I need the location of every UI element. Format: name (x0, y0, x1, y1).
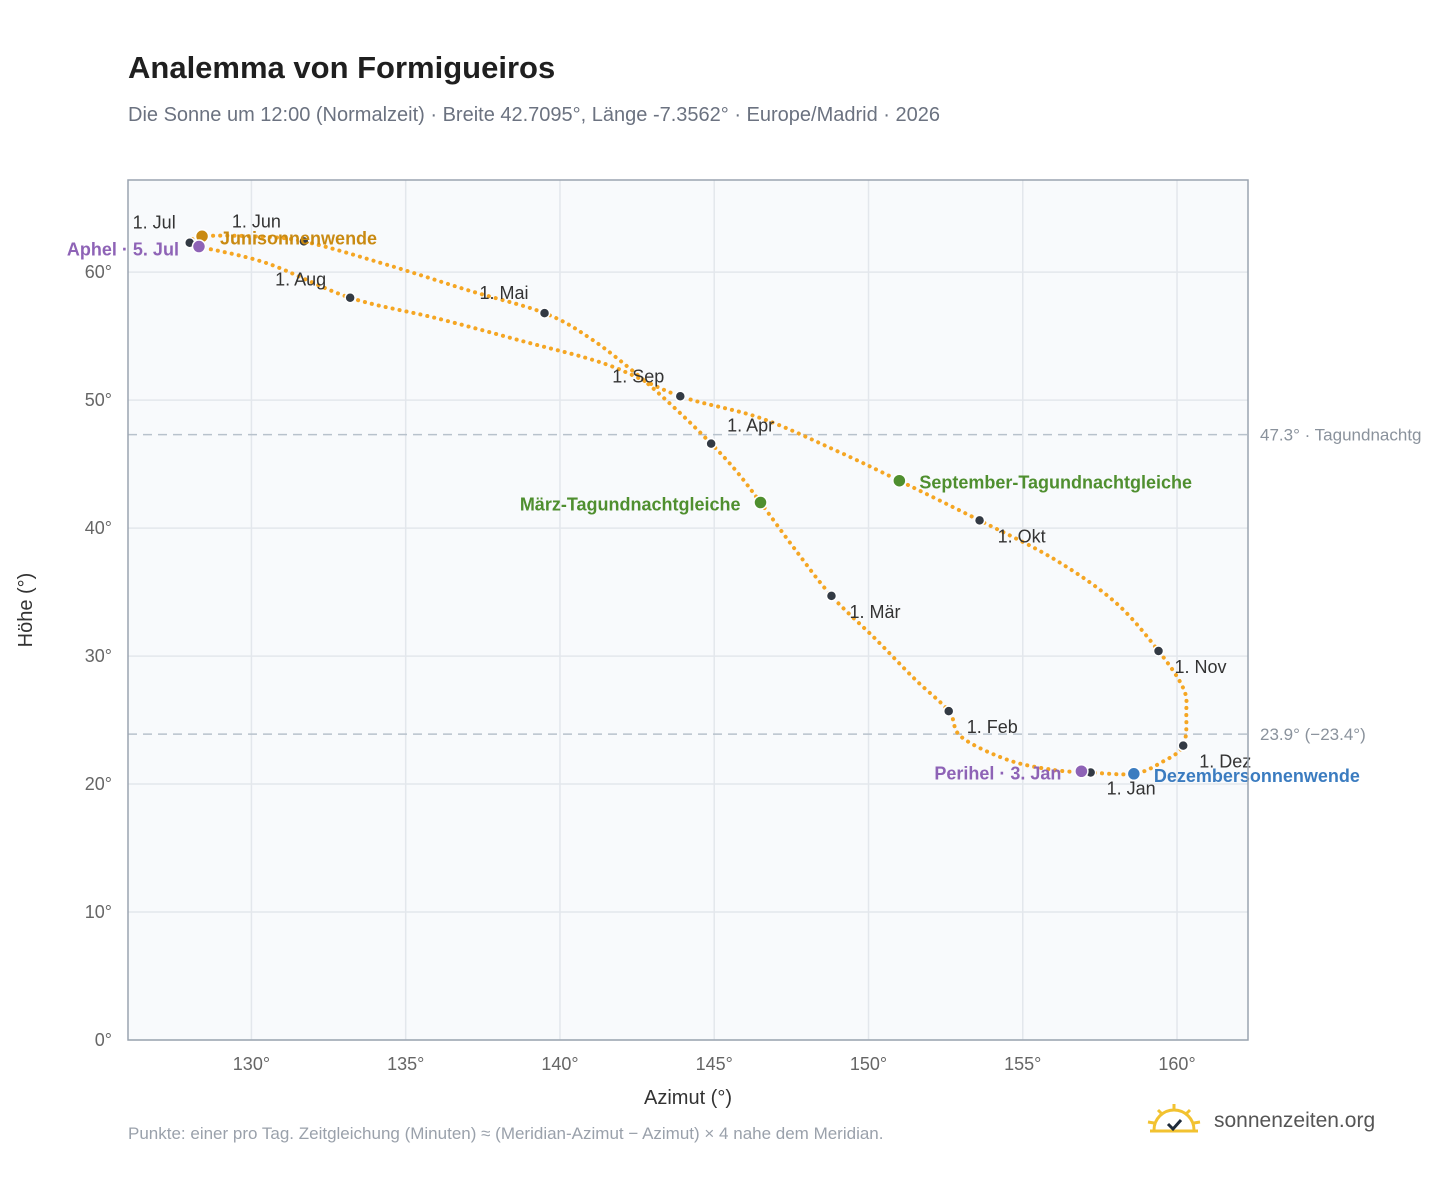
y-tick-label: 10° (85, 902, 112, 922)
x-tick-label: 140° (541, 1054, 578, 1074)
y-tick-label: 60° (85, 262, 112, 282)
month-marker-label: 1. Sep (612, 366, 664, 386)
month-marker-label: 1. Aug (275, 270, 326, 290)
month-marker-label: 1. Mär (849, 602, 900, 622)
y-tick-label: 20° (85, 774, 112, 794)
footnote: Punkte: einer pro Tag. Zeitgleichung (Mi… (128, 1124, 884, 1143)
event-marker-dot (191, 239, 207, 254)
month-marker-label: 1. Jun (232, 211, 281, 231)
event-marker-label: März-Tagundnachtgleiche (520, 495, 741, 515)
month-marker-dot (705, 437, 717, 450)
month-marker-dot (973, 514, 986, 527)
x-tick-label: 155° (1004, 1054, 1041, 1074)
y-tick-label: 50° (85, 390, 112, 410)
event-marker-dot (1074, 764, 1089, 779)
event-marker-label: Perihel · 3. Jan (934, 763, 1061, 783)
axis-labels: 130° 135° 140° 145° 150° 155° 160° 0° 10° 20° 30° 4… (85, 262, 1196, 1074)
chart-title: Analemma von Formigueiros (128, 50, 556, 85)
month-marker-label: 1. Mai (479, 283, 528, 303)
month-marker-label: 1. Jul (133, 213, 176, 233)
event-marker-label: Dezembersonnenwende (1154, 766, 1360, 786)
month-marker-dot (674, 390, 687, 403)
plot-area (128, 180, 1248, 1040)
y-tick-label: 30° (85, 646, 112, 666)
event-marker-label: Aphel · 5. Jul (67, 240, 179, 260)
month-markers: 1. Jan 1. Feb 1. Mär 1. Apr 1. Mai 1. Jun 1. J… (133, 211, 1252, 798)
reference-lines: 47.3° · Tagundnachtg 23.9° (−23.4°) (128, 426, 1422, 744)
month-marker-label: 1. Jan (1107, 779, 1156, 799)
event-marker-label: September-Tagundnachtgleiche (919, 473, 1192, 493)
brand[interactable]: sonnenzeiten.org (1146, 1102, 1375, 1139)
event-marker-dot (892, 473, 907, 488)
sun-logo-icon (1146, 1102, 1202, 1139)
month-marker-dot (1152, 645, 1165, 657)
month-marker-label: 1. Apr (727, 416, 774, 436)
x-tick-label: 130° (233, 1054, 270, 1074)
event-markers: Junisonnenwende Aphel · 5. Jul März-Tagund… (67, 228, 1360, 786)
month-marker-dot (1177, 739, 1189, 752)
month-marker-dot (825, 590, 838, 602)
y-axis-title: Höhe (°) (15, 573, 37, 648)
event-marker-dot (1126, 766, 1142, 782)
y-tick-label: 0° (95, 1030, 112, 1050)
month-marker-label: 1. Feb (967, 717, 1018, 737)
month-marker-label: 1. Nov (1175, 657, 1227, 677)
x-axis-title: Azimut (°) (644, 1087, 732, 1109)
x-tick-label: 145° (696, 1054, 733, 1074)
event-marker-label: Junisonnenwende (220, 228, 377, 248)
x-tick-label: 135° (387, 1054, 424, 1074)
month-marker-dot (942, 705, 955, 717)
brand-name[interactable]: sonnenzeiten.org (1214, 1108, 1376, 1132)
x-tick-label: 150° (850, 1054, 887, 1074)
month-marker-dot (538, 307, 551, 319)
month-marker-dot (298, 235, 310, 248)
y-tick-label: 40° (85, 518, 112, 538)
month-marker-dot (344, 291, 356, 304)
reference-line-label: 23.9° (−23.4°) (1260, 725, 1366, 744)
plot-frame (127, 179, 1249, 1041)
chart-subtitle: Die Sonne um 12:00 (Normalzeit) · Breite… (128, 104, 941, 126)
x-tick-label: 160° (1158, 1054, 1195, 1074)
month-marker-label: 1. Dez (1199, 752, 1251, 772)
reference-line-label: 47.3° · Tagundnachtg (1260, 426, 1422, 445)
month-marker-label: 1. Okt (998, 526, 1046, 546)
event-marker-dot (753, 495, 768, 510)
